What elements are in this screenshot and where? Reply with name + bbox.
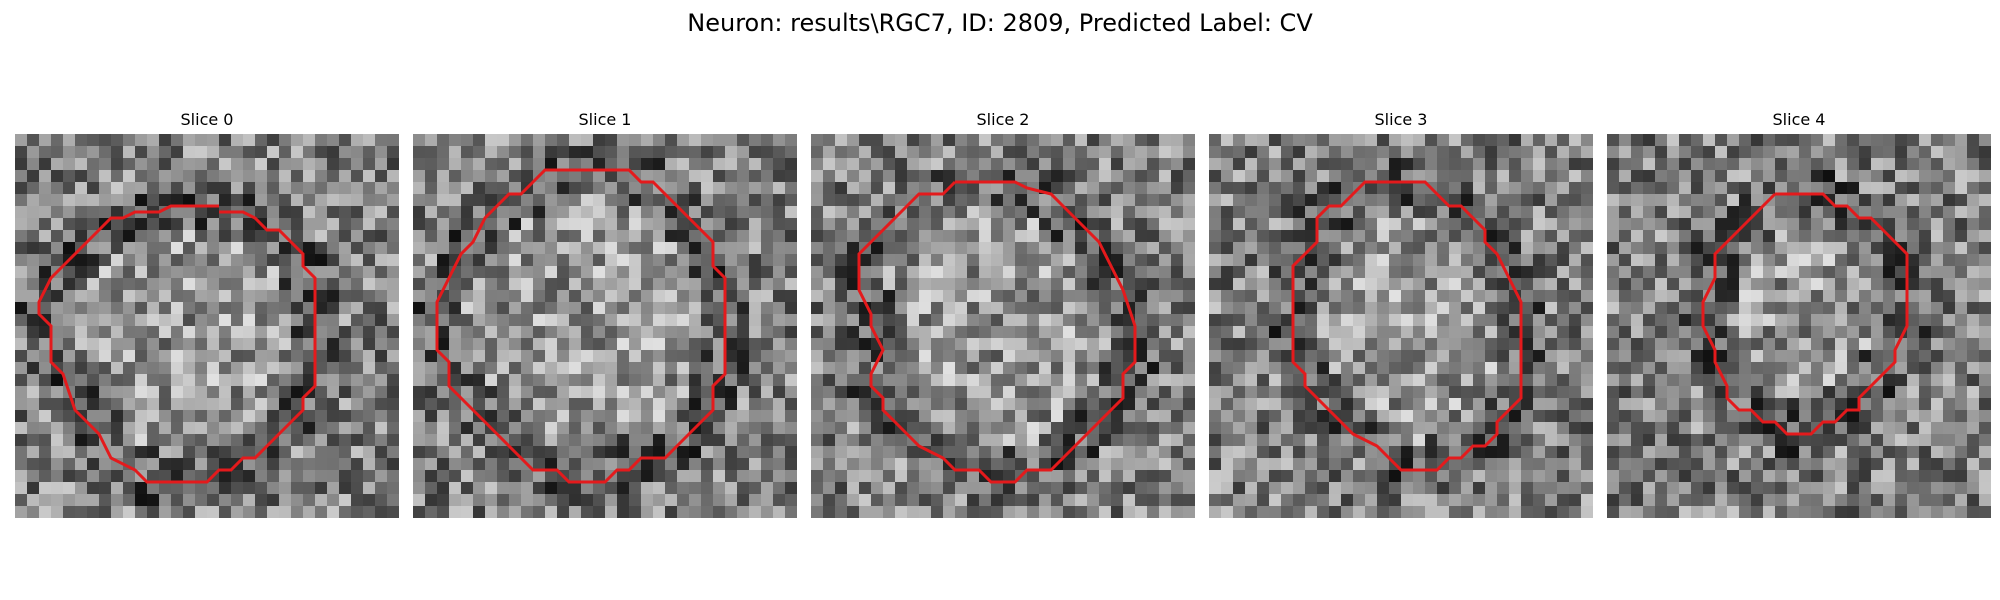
roi-contour xyxy=(435,168,727,484)
figure-title: Neuron: results\RGC7, ID: 2809, Predicte… xyxy=(687,9,1313,37)
slice-title: Slice 3 xyxy=(1374,110,1428,129)
roi-contour xyxy=(37,204,317,484)
slice-panel-2: Slice 2 xyxy=(811,108,1195,522)
slice-panel-0: Slice 0 xyxy=(15,108,399,522)
slice-title: Slice 4 xyxy=(1772,110,1826,129)
roi-contour xyxy=(1291,180,1523,472)
grayscale-noise-patch xyxy=(413,134,797,518)
slice-panel-1: Slice 1 xyxy=(413,108,797,522)
grayscale-noise-patch xyxy=(811,134,1195,518)
slice-image-4 xyxy=(1607,134,1991,518)
slice-image-2 xyxy=(811,134,1195,518)
slice-image-3 xyxy=(1209,134,1593,518)
roi-contour xyxy=(1701,192,1909,436)
roi-contour xyxy=(857,180,1137,484)
slice-panel-4: Slice 4 xyxy=(1607,108,1991,522)
grayscale-noise-patch xyxy=(1607,134,1991,518)
slice-image-0 xyxy=(15,134,399,518)
slice-title: Slice 1 xyxy=(578,110,632,129)
slice-image-1 xyxy=(413,134,797,518)
slice-title: Slice 2 xyxy=(976,110,1030,129)
slice-title: Slice 0 xyxy=(180,110,234,129)
grayscale-noise-patch xyxy=(1209,134,1593,518)
grayscale-noise-patch xyxy=(15,134,399,518)
slice-panel-3: Slice 3 xyxy=(1209,108,1593,522)
